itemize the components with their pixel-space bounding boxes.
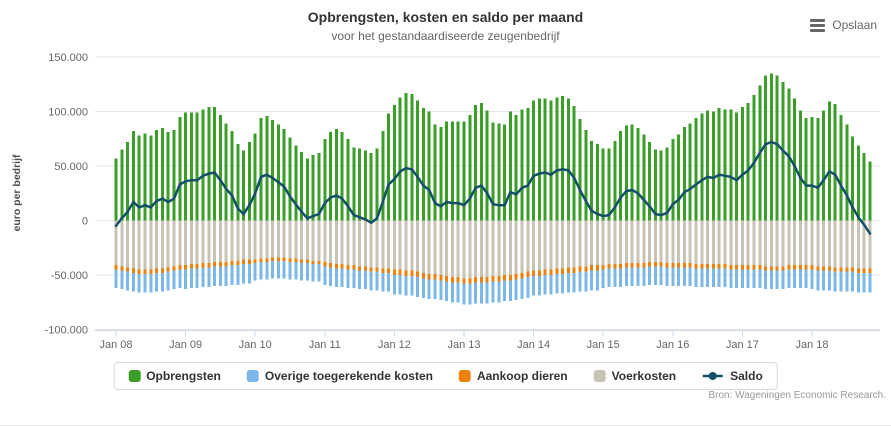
x-axis-tick-label: Jan 13 (447, 339, 480, 351)
legend-item-saldo[interactable]: Saldo (702, 369, 763, 383)
legend-label-opbrengsten: Opbrengsten (146, 369, 221, 383)
y-axis-labels: 150.000 100.000 50.000 0 -50.000 -100.000 (45, 52, 88, 337)
legend-label-saldo: Saldo (730, 369, 763, 383)
legend-item-overige-toegerekende-kosten[interactable]: Overige toegerekende kosten (246, 369, 433, 383)
legend-swatch-voerkosten (593, 370, 606, 382)
series-saldo-line[interactable] (114, 140, 872, 235)
y-axis-tick-label: 150.000 (48, 52, 88, 64)
chart-subtitle: voor het gestandaardiseerde zeugenbedrij… (331, 29, 560, 43)
x-axis-tick-label: Jan 08 (99, 339, 132, 351)
x-axis-tick-label: Jan 09 (169, 339, 202, 351)
series-overige-toegerekende-kosten-bars[interactable] (114, 260, 872, 305)
series-opbrengsten-bars[interactable] (114, 73, 872, 221)
legend-item-aankoop-dieren[interactable]: Aankoop dieren (458, 369, 568, 383)
y-axis-tick-label: 0 (82, 216, 88, 228)
x-axis-tick-label: Jan 10 (239, 339, 272, 351)
export-menu-button[interactable]: Opslaan (804, 14, 883, 36)
hamburger-menu-icon (810, 18, 826, 32)
series-aankoop-dieren-bars[interactable] (114, 257, 872, 284)
y-axis-tick-label: -50.000 (51, 270, 88, 282)
series-voerkosten-bars[interactable] (114, 220, 872, 279)
export-menu-label: Opslaan (832, 18, 877, 32)
x-axis-tick-label: Jan 16 (656, 339, 689, 351)
chart-title: Opbrengsten, kosten en saldo per maand (307, 9, 584, 25)
legend-label-voerkosten: Voerkosten (611, 369, 677, 383)
x-axis-tick-label: Jan 14 (517, 339, 550, 351)
x-axis-tick-label: Jan 18 (795, 339, 828, 351)
x-axis-tick-label: Jan 15 (587, 339, 620, 351)
legend: Opbrengsten Overige toegerekende kosten Aa… (113, 362, 778, 390)
y-axis-tick-label: 50.000 (54, 161, 88, 173)
x-axis-tick-label: Jan 12 (378, 339, 411, 351)
legend-marker-saldo (703, 372, 724, 380)
legend-swatch-overige-toegerekende-kosten (246, 370, 259, 382)
legend-item-voerkosten[interactable]: Voerkosten (593, 369, 677, 383)
x-axis-tick-label: Jan 17 (726, 339, 759, 351)
y-axis-title: euro per bedrijf (11, 154, 23, 232)
x-axis-tick-label: Jan 11 (309, 339, 341, 351)
legend-label-overige-toegerekende-kosten: Overige toegerekende kosten (264, 369, 433, 383)
legend-item-opbrengsten[interactable]: Opbrengsten (128, 369, 221, 383)
x-axis: Jan 08 Jan 09 Jan 10 Jan 11 Jan 12 Jan 13 Jan … (95, 330, 880, 351)
legend-swatch-opbrengsten (128, 370, 141, 382)
y-axis-tick-label: -100.000 (45, 325, 88, 337)
legend-swatch-aankoop-dieren (458, 370, 471, 382)
y-axis-tick-label: 100.000 (48, 107, 88, 119)
credits-text: Bron: Wageningen Economic Research. (708, 390, 887, 401)
legend-label-aankoop-dieren: Aankoop dieren (476, 369, 568, 383)
